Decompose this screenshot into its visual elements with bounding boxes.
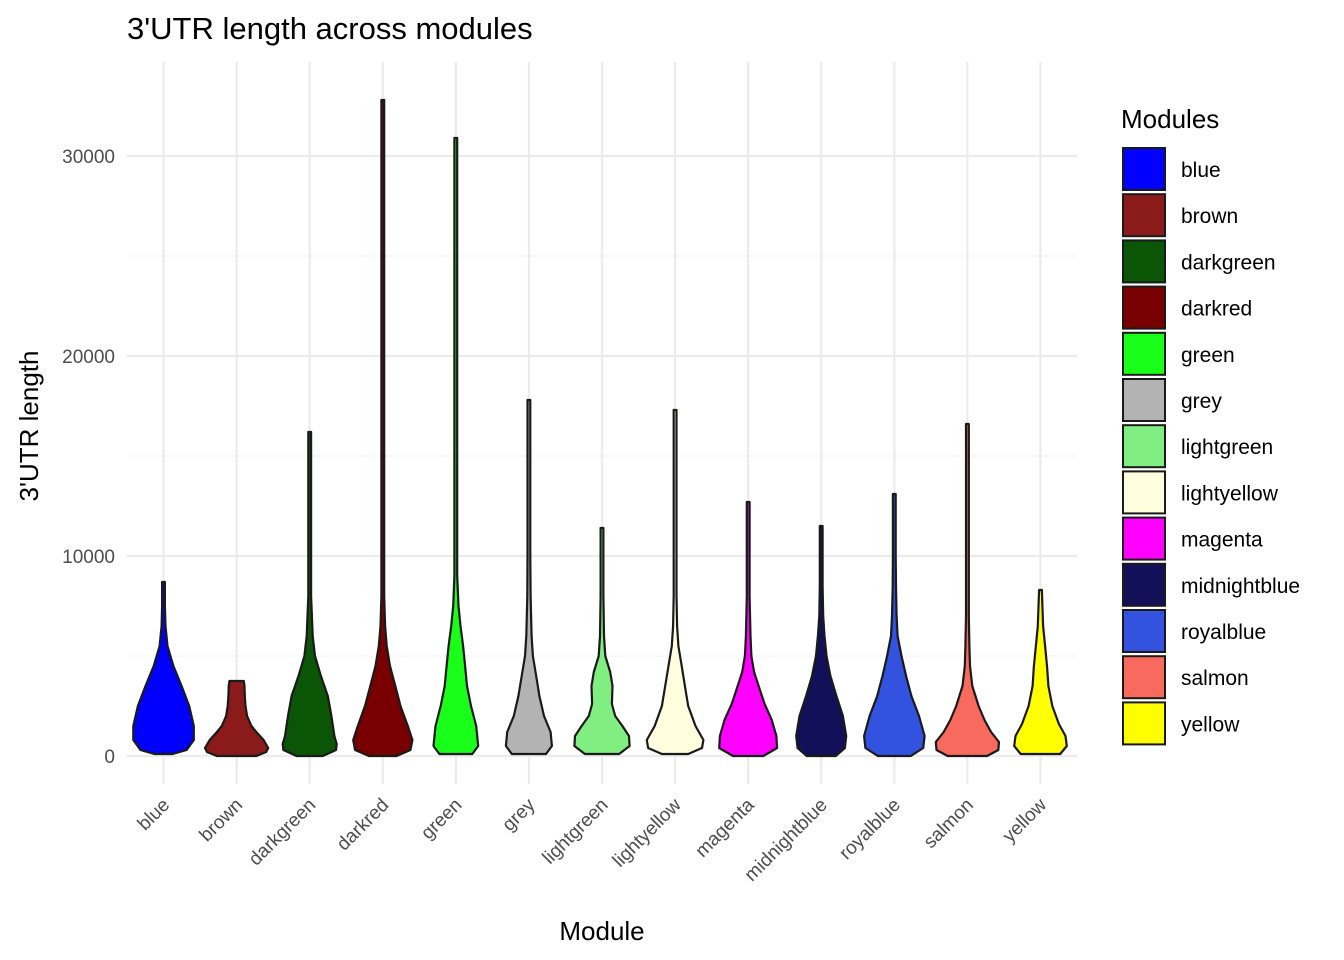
violin-yellow: [1013, 588, 1068, 756]
legend-label-salmon: salmon: [1181, 667, 1249, 690]
legend-label-royalblue: royalblue: [1181, 621, 1266, 644]
violin-royalblue: [863, 492, 926, 758]
legend-label-yellow: yellow: [1181, 713, 1240, 736]
violin-midnightblue: [795, 524, 848, 758]
legend-label-darkred: darkred: [1181, 298, 1252, 321]
legend-key-darkred: [1122, 285, 1166, 330]
violin-green: [432, 136, 480, 756]
legend-key-darkgreen: [1122, 239, 1166, 284]
x-tick-label: darkgreen: [245, 795, 320, 870]
x-tick-label: magenta: [692, 794, 759, 861]
legend-key-royalblue: [1122, 609, 1166, 653]
x-tick-label: royalblue: [835, 795, 904, 864]
legend-key-midnightblue: [1122, 562, 1166, 607]
x-tick-label: green: [417, 795, 466, 844]
violin-grey: [504, 398, 553, 756]
violin-brown: [203, 679, 270, 758]
x-tick-label: brown: [196, 795, 247, 846]
legend-label-green: green: [1181, 344, 1235, 367]
violin-layer: [132, 98, 1068, 758]
x-tick-label: lightgreen: [539, 795, 613, 869]
violin-magenta: [718, 500, 779, 758]
violin-blue: [132, 580, 195, 756]
legend-label-brown: brown: [1181, 205, 1238, 228]
legend-key-blue: [1122, 147, 1166, 191]
violin-lightyellow: [645, 408, 705, 756]
legend-label-magenta: magenta: [1181, 529, 1263, 552]
y-tick-label: 30000: [62, 147, 115, 168]
y-tick-label: 10000: [62, 547, 115, 568]
x-tick-label: grey: [498, 794, 539, 835]
x-tick-label: blue: [134, 795, 174, 835]
violin-lightgreen: [573, 526, 631, 756]
legend-items: blue brown darkgreen darkred green grey lightg…: [1122, 147, 1300, 746]
legend-key-brown: [1122, 193, 1166, 238]
legend-key-lightgreen: [1122, 424, 1166, 469]
legend-label-lightgreen: lightgreen: [1181, 436, 1273, 459]
legend-label-midnightblue: midnightblue: [1181, 575, 1300, 598]
violin-darkred: [352, 98, 414, 758]
y-axis: 0 10000 20000 30000: [62, 147, 115, 768]
legend-title: Modules: [1121, 104, 1219, 134]
legend: Modules blue brown darkgreen darkred green gr…: [1121, 104, 1300, 746]
x-tick-label: yellow: [999, 794, 1051, 846]
chart-title: 3'UTR length across modules: [127, 11, 533, 46]
legend-key-yellow: [1122, 701, 1166, 746]
legend-key-green: [1122, 331, 1166, 376]
x-tick-label: lightyellow: [609, 794, 686, 871]
legend-label-darkgreen: darkgreen: [1181, 251, 1276, 274]
legend-label-lightyellow: lightyellow: [1181, 482, 1279, 505]
y-tick-label: 20000: [62, 347, 115, 368]
legend-key-magenta: [1122, 516, 1166, 561]
violin-darkgreen: [281, 430, 338, 758]
legend-key-grey: [1122, 378, 1166, 422]
legend-label-grey: grey: [1181, 390, 1222, 413]
legend-key-lightyellow: [1122, 470, 1166, 515]
legend-key-salmon: [1122, 655, 1166, 700]
violin-salmon: [934, 422, 1001, 758]
legend-label-blue: blue: [1181, 159, 1221, 182]
x-tick-label: darkred: [333, 795, 393, 855]
y-axis-title: 3'UTR length: [14, 351, 44, 502]
y-tick-label: 0: [104, 747, 115, 768]
x-axis-title: Module: [559, 916, 644, 946]
x-tick-label: salmon: [920, 795, 978, 853]
